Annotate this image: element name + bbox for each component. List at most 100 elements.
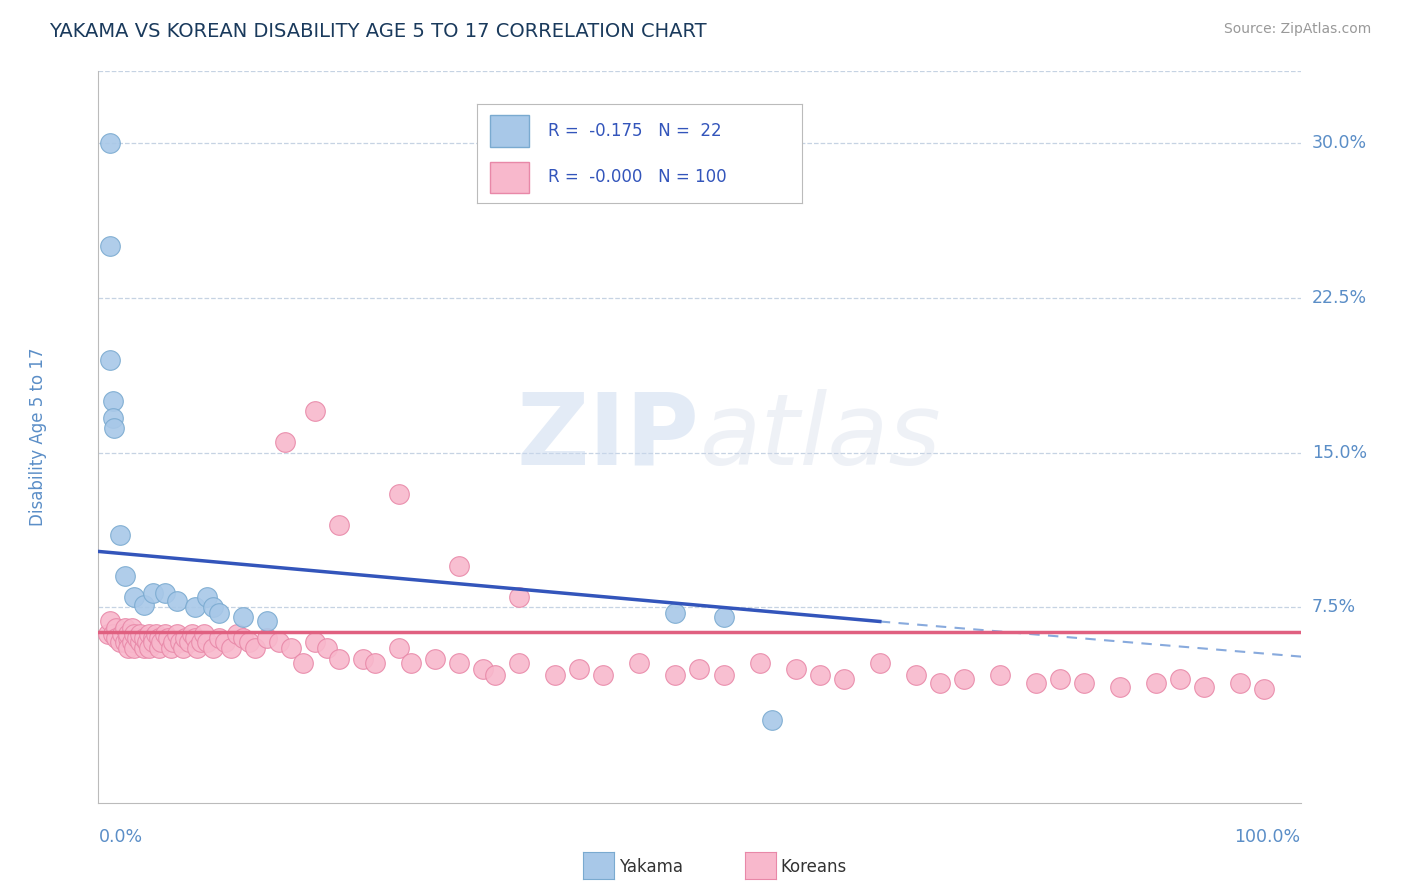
Text: 15.0%: 15.0% (1312, 443, 1367, 461)
Point (713, 610, 735, 624)
Point (101, 410, 124, 425)
Point (181, 627, 204, 641)
Point (132, 598, 155, 612)
Point (280, 641, 302, 656)
Text: Yakama: Yakama (619, 858, 683, 876)
Point (664, 606, 686, 620)
Point (183, 600, 205, 615)
Text: Disability Age 5 to 17: Disability Age 5 to 17 (30, 348, 48, 526)
Point (97, 627, 120, 641)
Point (214, 635, 236, 649)
Point (124, 627, 146, 641)
Point (114, 635, 136, 649)
Point (100, 239, 122, 253)
Point (832, 672, 855, 686)
Point (291, 656, 314, 670)
Point (195, 635, 218, 649)
Point (201, 641, 224, 656)
Point (124, 590, 146, 604)
Text: 30.0%: 30.0% (1312, 135, 1367, 153)
Point (508, 590, 530, 604)
Point (114, 569, 136, 583)
Point (174, 631, 197, 645)
Point (267, 635, 290, 649)
Point (124, 641, 146, 656)
Point (1194, 681, 1216, 695)
Point (364, 656, 387, 670)
Point (388, 641, 411, 656)
Point (447, 558, 470, 573)
Point (103, 421, 125, 435)
Point (238, 635, 260, 649)
Point (148, 631, 170, 645)
Point (153, 627, 176, 641)
Point (172, 641, 194, 656)
Point (1170, 672, 1192, 686)
Point (177, 635, 200, 649)
Point (101, 394, 124, 409)
Point (304, 635, 326, 649)
Point (148, 641, 170, 656)
Point (988, 668, 1011, 682)
Point (108, 635, 131, 649)
Point (105, 621, 128, 635)
Point (190, 635, 212, 649)
Point (592, 668, 614, 682)
Point (153, 585, 176, 599)
Point (157, 631, 180, 645)
Point (232, 610, 254, 624)
Point (132, 631, 155, 645)
Point (328, 651, 350, 665)
Text: atlas: atlas (699, 389, 941, 485)
Point (108, 528, 131, 542)
Point (544, 668, 567, 682)
Text: Koreans: Koreans (780, 858, 846, 876)
Point (508, 656, 530, 670)
Point (256, 631, 278, 645)
Point (201, 600, 224, 615)
Point (785, 662, 807, 676)
Point (169, 635, 191, 649)
Point (135, 635, 157, 649)
Text: 0.0%: 0.0% (98, 828, 142, 846)
Point (568, 662, 591, 676)
Point (141, 635, 163, 649)
Point (159, 641, 181, 656)
Point (1073, 676, 1095, 690)
Point (232, 631, 254, 645)
Point (117, 641, 139, 656)
Point (713, 668, 735, 682)
Point (953, 672, 976, 686)
Point (125, 631, 148, 645)
Point (256, 615, 278, 629)
Point (129, 627, 152, 641)
Point (166, 594, 188, 608)
Point (100, 615, 122, 629)
Point (208, 606, 231, 620)
Point (114, 621, 136, 635)
Point (117, 631, 139, 645)
Point (141, 631, 163, 645)
Point (121, 635, 143, 649)
Point (195, 590, 218, 604)
Text: Source: ZipAtlas.com: Source: ZipAtlas.com (1223, 22, 1371, 37)
Point (352, 651, 374, 665)
Point (132, 641, 155, 656)
Point (688, 662, 710, 676)
Point (100, 136, 122, 151)
Point (141, 585, 163, 599)
Point (243, 641, 266, 656)
Point (315, 641, 337, 656)
Point (399, 656, 422, 670)
Text: 22.5%: 22.5% (1312, 289, 1367, 307)
Point (748, 656, 770, 670)
Point (145, 627, 167, 641)
Point (149, 635, 172, 649)
Point (101, 627, 124, 641)
Point (117, 627, 139, 641)
Point (274, 435, 297, 450)
Point (138, 627, 160, 641)
Point (447, 656, 470, 670)
Point (304, 404, 326, 418)
Point (225, 627, 247, 641)
